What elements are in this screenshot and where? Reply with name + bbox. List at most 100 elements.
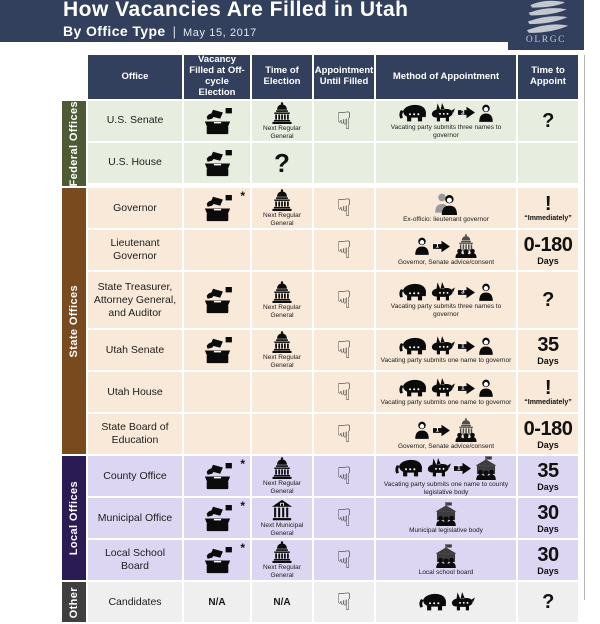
column-header-appointment-until-filled: Appointment Until Filled	[314, 55, 374, 99]
building-crowd-icon	[474, 456, 498, 481]
cell-method-of-appointment: 1 Vacating party submits one name to gove…	[376, 330, 516, 371]
hand-pointing-down-icon: ☟	[336, 546, 352, 575]
time-to-appoint-unit: Days	[537, 255, 559, 266]
office-label: County Office	[103, 469, 167, 482]
time-to-appoint-value: ?	[542, 289, 554, 312]
cell-vacancy-filled: *	[184, 456, 250, 497]
elephant-icon	[398, 282, 427, 302]
cell-vacancy-filled: *	[184, 188, 250, 229]
section-band: Federal Offices	[62, 101, 86, 187]
donkey-icon	[430, 378, 455, 398]
ballot-box-icon	[201, 149, 234, 177]
capitol-icon	[270, 281, 294, 304]
capitol-icon	[270, 189, 294, 212]
cell-vacancy-filled	[184, 372, 250, 413]
section-rows: U.S. Senate Next Regular General ☟ 3 Vacatin…	[88, 101, 578, 186]
method-icons: 3	[398, 102, 494, 123]
cell-time-of-election: Next Regular General	[252, 188, 312, 229]
donkey-icon	[430, 102, 455, 123]
section-band-label: Other	[68, 586, 80, 619]
cell-time-to-appoint: ! “Immediately”	[518, 188, 578, 229]
cell-method-of-appointment: 1 Governor, Senate advice/consent	[376, 230, 516, 271]
ballot-box-icon	[201, 504, 234, 532]
office-label: Utah Senate	[105, 343, 165, 356]
arrow-number: 1	[461, 384, 465, 392]
cell-office: State Board of Education	[88, 414, 182, 455]
method-caption: Vacating party submits one name to gover…	[380, 357, 512, 365]
time-to-appoint-unit: Days	[537, 355, 559, 366]
method-caption: Vacating party submits three names to go…	[390, 303, 502, 318]
donkey-icon	[426, 458, 451, 478]
election-caption: Next Regular General	[263, 354, 301, 369]
cell-appointment-until-filled: ☟	[314, 540, 374, 581]
table-row: Governor * Next Regular General ☟ Ex-officio…	[88, 188, 578, 229]
cell-method-of-appointment: 1 Vacating party submits one name to gove…	[376, 372, 516, 413]
table-body: Federal Offices U.S. Senate Next Regular G…	[62, 101, 578, 623]
cell-vacancy-filled	[184, 330, 250, 371]
cell-time-of-election	[252, 414, 312, 455]
time-to-appoint-value: !	[544, 377, 552, 400]
cell-appointment-until-filled: ☟	[314, 372, 374, 413]
method-icons	[434, 193, 458, 216]
method-icons: 1	[394, 456, 498, 481]
ballot-box-icon	[201, 462, 234, 490]
hand-pointing-down-icon: ☟	[336, 107, 352, 135]
section-band: State Offices	[62, 188, 86, 455]
ballot-box-icon	[201, 286, 234, 314]
cell-time-to-appoint: 30 Days	[518, 498, 578, 539]
person-icon	[478, 283, 494, 302]
table-row: Candidates N/A N/A ☟?	[88, 582, 578, 623]
cell-method-of-appointment: Local school board	[376, 540, 516, 581]
office-label: U.S. Senate	[106, 114, 164, 127]
olrgc-logo: OLRGC	[508, 0, 584, 50]
elephant-icon	[398, 103, 427, 123]
table-row: State Board of Education ☟ 1 Governor, Sena…	[88, 414, 578, 455]
donkey-icon	[430, 336, 455, 356]
cell-time-to-appoint: 30 Days	[518, 540, 578, 581]
cell-vacancy-filled	[184, 272, 250, 329]
table-row: U.S. Senate Next Regular General ☟ 3 Vacatin…	[88, 101, 578, 141]
hand-pointing-down-icon: ☟	[336, 504, 352, 533]
office-label: State Treasurer, Attorney General, and A…	[93, 280, 177, 320]
office-label: Local School Board	[104, 547, 166, 573]
method-icons	[434, 502, 458, 527]
method-icons: 1	[398, 336, 494, 356]
building-crowd-icon	[434, 544, 458, 569]
cell-office: Governor	[88, 188, 182, 229]
method-caption: Vacating party submits one name to count…	[383, 481, 509, 496]
cell-time-of-election: N/A	[252, 582, 312, 623]
section-band-label: Local Offices	[68, 481, 80, 556]
method-icons: 1	[414, 234, 479, 259]
municipal-icon	[271, 499, 293, 521]
arrow-right-icon: 1	[432, 240, 450, 253]
ballot-box-icon	[201, 546, 234, 574]
column-header-vacancy: Vacancy Filled at Off-cycle Election	[184, 54, 250, 99]
arrow-number: 3	[461, 288, 465, 296]
time-to-appoint-value: 35	[537, 459, 559, 482]
elephant-icon	[418, 592, 447, 612]
table-row: U.S. House?	[88, 143, 578, 183]
method-caption: Municipal legislative body	[409, 527, 483, 535]
cell-method-of-appointment: 3 Vacating party submits three names to g…	[376, 272, 516, 329]
cell-office: U.S. Senate	[88, 101, 182, 141]
capitol-crowd-icon	[453, 234, 479, 259]
table-row: Municipal Office * Next Municipal General ☟…	[88, 498, 578, 539]
section-rows: Candidates N/A N/A ☟?	[88, 582, 578, 623]
office-label: State Board of Education	[101, 421, 169, 447]
band-spacer	[62, 55, 86, 99]
method-caption: Vacating party submits one name to gover…	[380, 399, 512, 407]
capitol-crowd-icon	[453, 418, 479, 443]
cell-time-to-appoint: ! “Immediately”	[518, 372, 578, 413]
arrow-number: 1	[461, 342, 465, 350]
table-section-other: Other Candidates N/A N/A ☟?	[62, 582, 578, 623]
table-row: Lieutenant Governor ☟ 1 Governor, Senate ad…	[88, 230, 578, 271]
cell-office: County Office	[88, 456, 182, 497]
arrow-right-icon: 3	[458, 286, 475, 299]
time-to-appoint-unit: Days	[537, 439, 559, 450]
arrow-number: 1	[435, 242, 440, 250]
donkey-icon	[430, 282, 455, 302]
cell-time-of-election: Next Regular General	[252, 456, 312, 497]
time-to-appoint-value: 0-180	[523, 233, 573, 256]
election-caption: Next Regular General	[263, 212, 301, 227]
cell-time-of-election: Next Regular General	[252, 101, 312, 141]
